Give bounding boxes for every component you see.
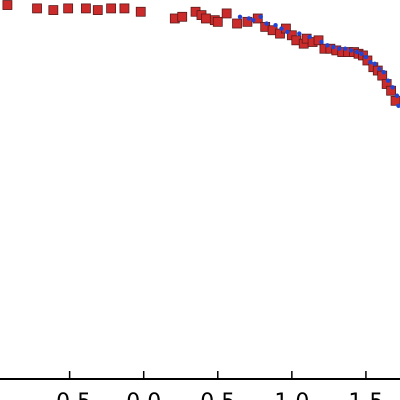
- square-data-point: [81, 4, 90, 13]
- dot-data-point: [307, 35, 311, 39]
- square-data-point: [107, 4, 116, 13]
- dot-data-point: [386, 78, 390, 82]
- square-data-point: [64, 4, 73, 13]
- dot-data-point: [259, 15, 263, 19]
- x-tick-label: -0.5: [48, 390, 91, 400]
- dot-data-point: [331, 45, 335, 49]
- square-data-point: [33, 4, 42, 13]
- dot-data-point: [273, 23, 277, 27]
- x-tick-label: 0.5: [200, 390, 235, 400]
- dot-data-point: [319, 40, 323, 44]
- x-tick-label: 0.0: [126, 390, 161, 400]
- square-data-point: [213, 17, 222, 26]
- dot-data-point: [279, 26, 283, 30]
- dot-data-point: [251, 18, 255, 22]
- x-tick-label: 1.5: [348, 390, 383, 400]
- dot-data-point: [238, 15, 242, 19]
- square-data-point: [136, 7, 145, 16]
- square-data-point: [93, 6, 102, 15]
- points-layer: [3, 1, 400, 109]
- x-tick-label: 1.0: [274, 390, 309, 400]
- square-data-point: [3, 1, 12, 10]
- dot-data-point: [343, 47, 347, 51]
- dot-data-point: [355, 50, 359, 54]
- dot-data-point: [382, 70, 386, 74]
- dot-data-point: [337, 47, 341, 51]
- x-ticks: -0.5 0.0 0.5 1.0 1.5: [48, 371, 383, 400]
- dot-data-point: [297, 31, 301, 35]
- dot-data-point: [395, 94, 399, 98]
- square-data-point: [49, 6, 58, 15]
- dot-data-point: [349, 48, 353, 52]
- square-data-point: [120, 4, 129, 13]
- dot-data-point: [247, 16, 251, 20]
- dot-data-point: [359, 52, 363, 56]
- dot-data-point: [377, 67, 381, 71]
- dot-data-point: [325, 43, 329, 47]
- square-data-point: [178, 12, 187, 21]
- dot-data-point: [285, 30, 289, 34]
- square-data-point: [233, 19, 242, 28]
- dot-data-point: [364, 55, 368, 59]
- square-marker-series: [3, 1, 400, 106]
- dot-data-point: [373, 62, 377, 66]
- dot-data-point: [264, 21, 268, 25]
- square-data-point: [201, 14, 210, 23]
- dot-data-point: [368, 60, 372, 64]
- dot-data-point: [390, 85, 394, 89]
- square-data-point: [222, 9, 231, 18]
